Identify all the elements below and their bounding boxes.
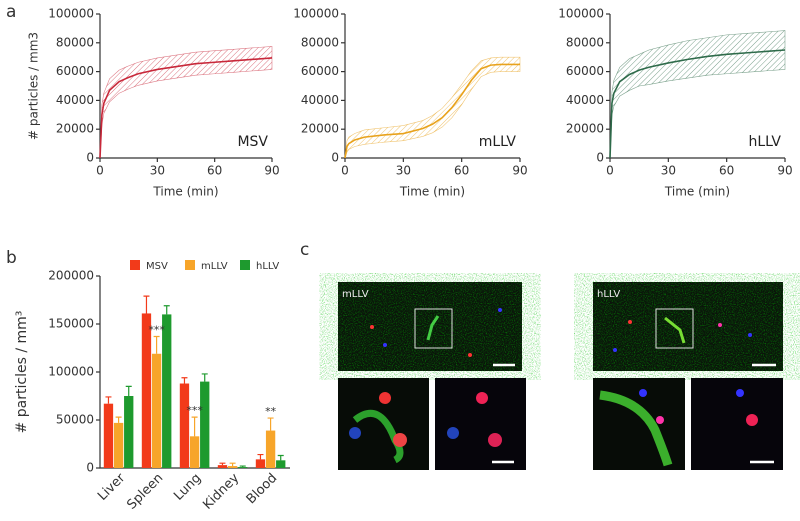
error-bar [277,454,284,461]
significance: ** [265,405,277,418]
error-bar [105,396,112,404]
error-bar [229,462,236,467]
image-label: hLLV [597,289,620,300]
bar [179,383,190,468]
significance: *** [186,404,203,417]
legend-label: MSV [146,261,168,272]
x-axis-title: Time (min) [399,185,465,199]
error-bar [267,417,274,431]
error-bar [239,465,246,468]
bar [113,422,124,468]
series-label: MSV [237,134,268,150]
significance: *** [148,323,165,336]
bar [103,403,114,468]
y-tick-label: 20000 [301,122,339,136]
y-tick-label: 40000 [566,93,604,107]
error-bar [219,462,226,466]
x-tick-label: Blood [244,471,281,508]
legend-swatch [130,260,140,270]
legend-label: mLLV [201,261,228,272]
y-tick-label: 40000 [301,93,339,107]
bar [162,314,172,468]
y-tick-label: 0 [86,461,94,475]
error-bar [115,416,122,423]
legend-swatch [185,260,195,270]
x-tick-label: 90 [777,164,792,178]
y-tick-label: 0 [596,151,604,165]
x-tick-label: 0 [606,164,614,178]
x-tick-label: 30 [396,164,411,178]
line [99,57,273,159]
bar [200,381,210,468]
error-bar [191,416,198,437]
y-tick-label: 60000 [301,64,339,78]
y-axis-title: # particles / mm³ [14,311,30,434]
x-tick-label: 0 [96,164,104,178]
y-tick-label: 40000 [56,93,94,107]
y-axis-title: # particles / mm3 [27,32,41,140]
error-bar [125,385,132,396]
x-tick-label: 30 [661,164,676,178]
bar [265,430,276,468]
x-tick-label: 60 [719,164,734,178]
y-tick-label: 80000 [566,35,604,49]
error-bar [181,377,188,384]
x-tick-label: Liver [95,470,129,504]
y-tick-label: 0 [331,151,339,165]
x-tick-label: 60 [454,164,469,178]
x-axis-title: Time (min) [152,185,218,199]
x-tick-label: Lung [171,471,204,504]
panel-label: b [6,248,17,268]
bar [238,467,248,468]
y-tick-label: 60000 [56,64,94,78]
legend-swatch [240,260,250,270]
y-tick-label: 20000 [566,122,604,136]
bar [255,459,266,468]
series-label: mLLV [479,134,517,150]
x-tick-label: 60 [207,164,222,178]
image-label: mLLV [342,289,369,300]
bar [227,466,238,468]
bar [217,465,228,468]
line [609,49,786,159]
error-bar [153,335,160,354]
x-tick-label: Kidney [200,470,242,512]
series-label: hLLV [748,134,781,150]
error-bar [143,295,150,314]
y-tick-label: 80000 [301,35,339,49]
error-bar [163,305,170,315]
bar [151,353,162,468]
x-tick-label: 90 [264,164,279,178]
bar [124,396,134,468]
panel-label: a [6,2,16,22]
microscopy: mLLV hLLV [338,282,783,470]
bar [189,436,200,468]
bar [141,313,152,468]
y-tick-label: 200000 [48,269,94,283]
error-bar [257,453,264,460]
y-tick-label: 100000 [48,365,94,379]
bar [276,460,286,468]
x-axis-title: Time (min) [664,185,730,199]
y-tick-label: 20000 [56,122,94,136]
panel-label: c [300,240,309,260]
y-tick-label: 150000 [48,317,94,331]
x-tick-label: 30 [150,164,165,178]
y-tick-label: 100000 [293,7,339,21]
y-tick-label: 100000 [48,7,94,21]
y-tick-label: 50000 [56,413,94,427]
x-tick-label: Spleen [124,471,166,513]
legend-label: hLLV [256,261,279,272]
y-tick-label: 80000 [56,35,94,49]
x-tick-label: 0 [341,164,349,178]
line [344,63,520,159]
y-tick-label: 0 [86,151,94,165]
y-tick-label: 60000 [566,64,604,78]
x-tick-label: 90 [512,164,527,178]
y-tick-label: 100000 [558,7,604,21]
error-bar [201,373,208,382]
